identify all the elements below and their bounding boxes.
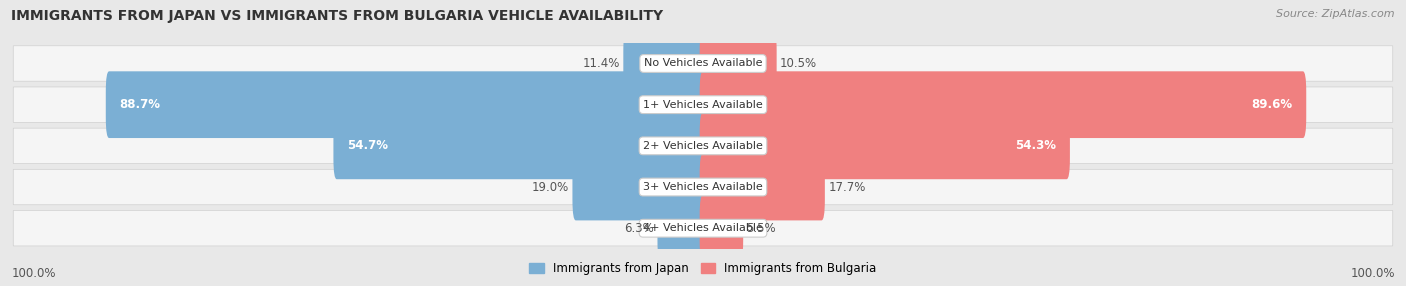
FancyBboxPatch shape <box>572 154 706 221</box>
Text: 3+ Vehicles Available: 3+ Vehicles Available <box>643 182 763 192</box>
Text: 19.0%: 19.0% <box>531 180 569 194</box>
Text: 6.3%: 6.3% <box>624 222 654 235</box>
Text: 54.3%: 54.3% <box>1015 139 1056 152</box>
FancyBboxPatch shape <box>623 30 706 97</box>
Text: 4+ Vehicles Available: 4+ Vehicles Available <box>643 223 763 233</box>
Text: 5.5%: 5.5% <box>747 222 776 235</box>
FancyBboxPatch shape <box>333 112 706 179</box>
Text: Source: ZipAtlas.com: Source: ZipAtlas.com <box>1277 9 1395 19</box>
FancyBboxPatch shape <box>700 71 1306 138</box>
Text: 89.6%: 89.6% <box>1251 98 1294 111</box>
FancyBboxPatch shape <box>13 46 1393 81</box>
Text: 11.4%: 11.4% <box>582 57 620 70</box>
Text: No Vehicles Available: No Vehicles Available <box>644 59 762 68</box>
Text: 88.7%: 88.7% <box>120 98 160 111</box>
Text: 100.0%: 100.0% <box>1350 267 1395 280</box>
FancyBboxPatch shape <box>700 112 1070 179</box>
FancyBboxPatch shape <box>13 169 1393 205</box>
FancyBboxPatch shape <box>13 87 1393 122</box>
Text: 100.0%: 100.0% <box>11 267 56 280</box>
FancyBboxPatch shape <box>658 195 706 262</box>
Text: 17.7%: 17.7% <box>828 180 866 194</box>
Legend: Immigrants from Japan, Immigrants from Bulgaria: Immigrants from Japan, Immigrants from B… <box>524 258 882 280</box>
Text: IMMIGRANTS FROM JAPAN VS IMMIGRANTS FROM BULGARIA VEHICLE AVAILABILITY: IMMIGRANTS FROM JAPAN VS IMMIGRANTS FROM… <box>11 9 664 23</box>
FancyBboxPatch shape <box>105 71 706 138</box>
Text: 1+ Vehicles Available: 1+ Vehicles Available <box>643 100 763 110</box>
FancyBboxPatch shape <box>700 195 744 262</box>
FancyBboxPatch shape <box>700 30 776 97</box>
FancyBboxPatch shape <box>13 210 1393 246</box>
Text: 2+ Vehicles Available: 2+ Vehicles Available <box>643 141 763 151</box>
FancyBboxPatch shape <box>13 128 1393 164</box>
FancyBboxPatch shape <box>700 154 825 221</box>
Text: 10.5%: 10.5% <box>780 57 817 70</box>
Text: 54.7%: 54.7% <box>347 139 388 152</box>
